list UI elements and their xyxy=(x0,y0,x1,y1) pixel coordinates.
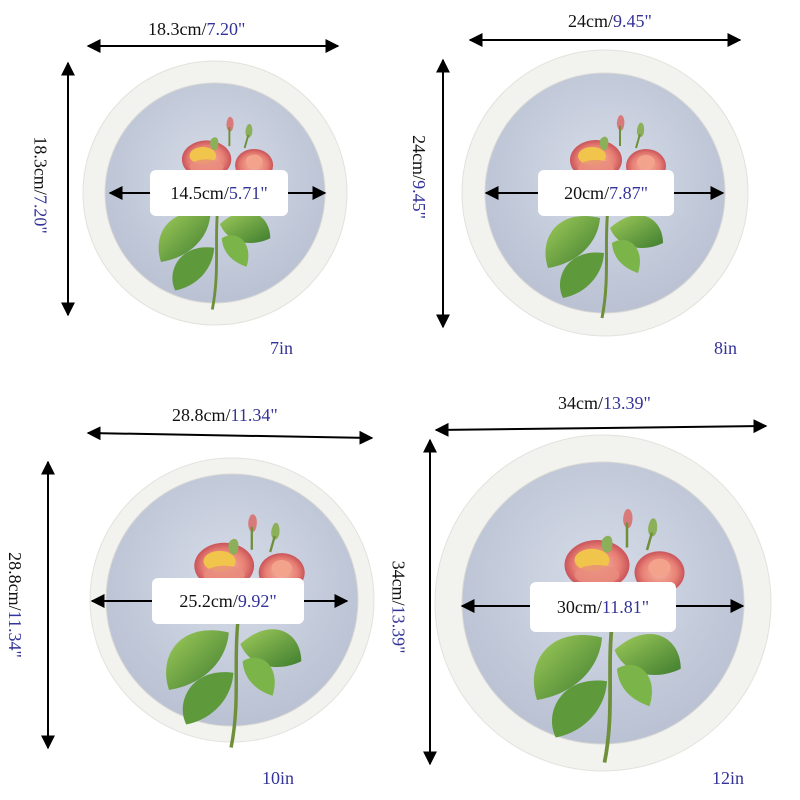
frame-3-size-label: 10in xyxy=(262,768,295,788)
frame-3-height-in: 11.34" xyxy=(4,610,25,658)
frame-1-inner-in: 5.71" xyxy=(228,182,268,203)
frame-1-height-cm: 18.3cm xyxy=(30,136,51,190)
frame-4-height-cm: 34cm xyxy=(388,560,409,601)
separator: / xyxy=(596,596,602,617)
frame-2-width-label: 24cm/9.45" xyxy=(568,12,652,30)
separator: / xyxy=(201,19,207,39)
frame-2-width-in: 9.45" xyxy=(613,11,652,31)
frame-3-height-cm: 28.8cm xyxy=(4,552,25,606)
frame-1-height-label: 18.3cm/7.20" xyxy=(30,136,51,234)
frame-4-inner-in: 11.81" xyxy=(601,596,650,617)
frame-2-height-in: 9.45" xyxy=(408,180,429,219)
frame-1-size-label: 7in xyxy=(270,338,294,358)
separator: / xyxy=(232,590,238,611)
frame-2-height-cm: 24cm xyxy=(408,135,429,176)
separator: / xyxy=(608,11,614,31)
frame-3-inner-label: 25.2cm/9.92" xyxy=(152,578,304,624)
frame-4-width-in: 13.39" xyxy=(603,393,651,413)
separator: / xyxy=(604,182,610,203)
frame-4-size-label: 12in xyxy=(712,768,745,788)
frame-2-height-label: 24cm/9.45" xyxy=(408,135,429,219)
frame-3-inner-in: 9.92" xyxy=(237,590,277,611)
frame-3-height-label: 28.8cm/11.34" xyxy=(4,552,25,658)
frame-3-width-in: 11.34" xyxy=(230,405,278,425)
frame-1-height-in: 7.20" xyxy=(30,194,51,234)
frame-2-inner-label: 20cm/7.87" xyxy=(538,170,674,216)
frame-1-width-label: 18.3cm/7.20" xyxy=(148,20,245,38)
frame-4-width-cm: 34cm xyxy=(558,393,598,413)
frame-1-inner-cm: 14.5cm xyxy=(170,182,224,203)
frame-4-height-in: 13.39" xyxy=(388,605,409,654)
separator: / xyxy=(225,405,231,425)
frame-1-width-cm: 18.3cm xyxy=(148,19,202,39)
frame-3-inner-cm: 25.2cm xyxy=(179,590,233,611)
frame-4-inner-cm: 30cm xyxy=(556,596,597,617)
frame-4-inner-label: 30cm/11.81" xyxy=(530,582,676,632)
frame-2-inner-in: 7.87" xyxy=(609,182,648,203)
frame-1-inner-label: 14.5cm/5.71" xyxy=(150,170,288,216)
frame-2-width-cm: 24cm xyxy=(568,11,608,31)
frame-4-width-label: 34cm/13.39" xyxy=(558,394,651,412)
frame-2-inner-cm: 20cm xyxy=(564,182,605,203)
frame-4-height-label: 34cm/13.39" xyxy=(388,560,409,654)
frame-3-width-cm: 28.8cm xyxy=(172,405,226,425)
frame-3-width-label: 28.8cm/11.34" xyxy=(172,406,278,424)
separator: / xyxy=(223,182,229,203)
frame-1-width-in: 7.20" xyxy=(206,19,246,39)
separator: / xyxy=(598,393,604,413)
frame-2-size-label: 8in xyxy=(714,338,738,358)
